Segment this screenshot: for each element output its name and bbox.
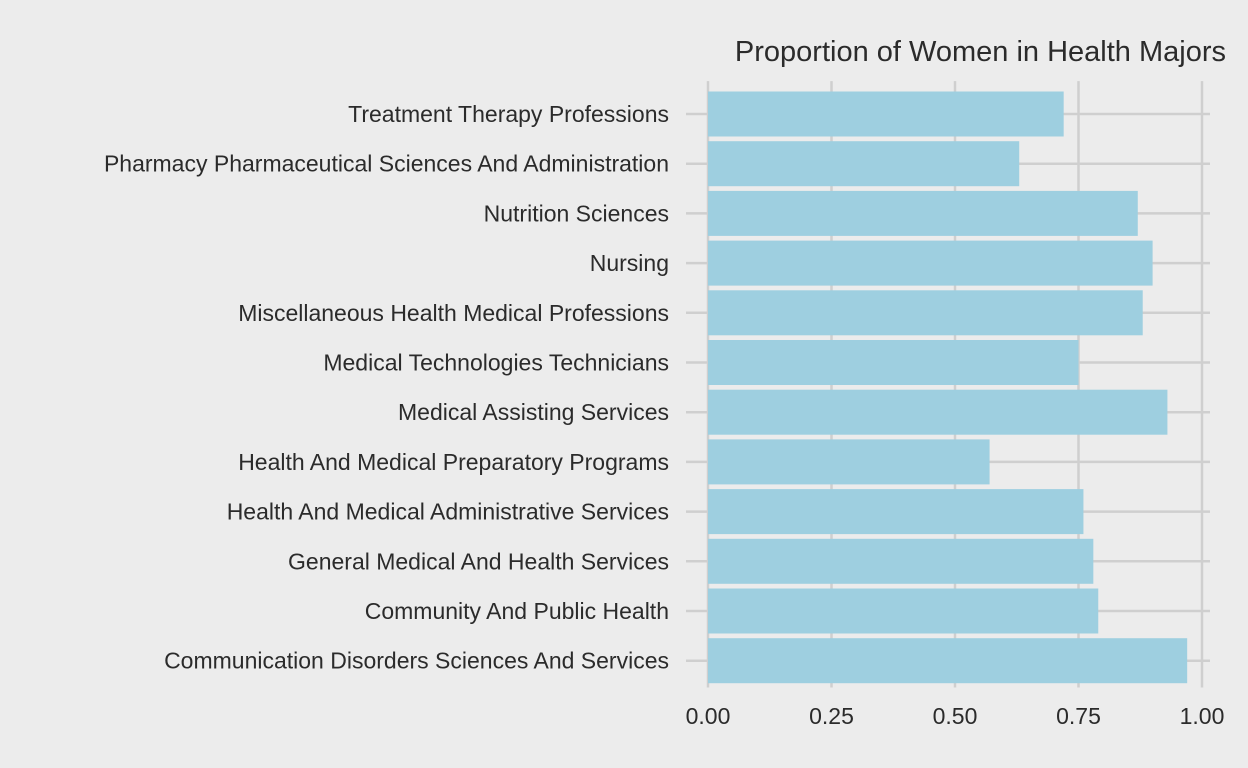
bar	[708, 340, 1079, 385]
x-tick-label: 0.00	[686, 703, 731, 729]
category-label: Health And Medical Administrative Servic…	[227, 499, 669, 525]
bar	[708, 638, 1188, 684]
category-label: Miscellaneous Health Medical Professions	[238, 300, 669, 326]
bar	[708, 141, 1020, 187]
x-tick-label: 1.00	[1180, 703, 1225, 729]
category-label: Nursing	[590, 250, 669, 276]
bar	[708, 91, 1064, 137]
bar	[708, 489, 1084, 535]
x-tick-label: 0.25	[809, 703, 854, 729]
category-label: Community And Public Health	[365, 598, 669, 624]
category-label: Nutrition Sciences	[484, 200, 669, 226]
bar	[708, 190, 1138, 236]
bar	[708, 290, 1143, 336]
bar	[708, 588, 1099, 634]
category-label: Communication Disorders Sciences And Ser…	[164, 648, 669, 674]
category-labels: Treatment Therapy Professions Pharmacy Ph…	[104, 101, 669, 674]
bar	[708, 389, 1168, 435]
category-label: Medical Technologies Technicians	[323, 350, 669, 376]
category-label: Pharmacy Pharmaceutical Sciences And Adm…	[104, 151, 669, 177]
category-label: Medical Assisting Services	[398, 399, 669, 425]
x-tick-label: 0.50	[933, 703, 978, 729]
bar	[708, 240, 1153, 286]
x-tick-label: 0.75	[1056, 703, 1101, 729]
bar	[708, 538, 1094, 584]
bars	[708, 91, 1188, 684]
category-label: Health And Medical Preparatory Programs	[238, 449, 669, 475]
category-label: General Medical And Health Services	[288, 548, 669, 574]
category-label: Treatment Therapy Professions	[348, 101, 669, 127]
x-axis-ticks: 0.00 0.25 0.50 0.75 1.00	[686, 703, 1225, 729]
bar	[708, 439, 990, 485]
chart-title: Proportion of Women in Health Majors	[735, 36, 1226, 68]
